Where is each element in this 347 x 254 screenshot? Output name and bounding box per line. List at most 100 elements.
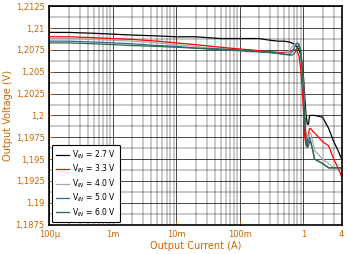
V$_{IN}$ = 2.7 V [276, 40, 280, 43]
V$_{IN}$ = 5.0 V [291, 47, 296, 51]
V$_{IN}$ = 2.7 V [289, 41, 294, 44]
V$_{IN}$ = 3.3 V [336, 166, 340, 169]
V$_{IN}$ = 3.3 V [294, 48, 298, 51]
V$_{IN}$ = 6.0 V [321, 162, 325, 165]
V$_{IN}$ = 4.0 V [300, 61, 304, 65]
V$_{IN}$ = 3.3 V [130, 38, 134, 41]
V$_{IN}$ = 4.0 V [306, 136, 311, 139]
V$_{IN}$ = 3.3 V [332, 157, 336, 161]
Line: V$_{IN}$ = 2.7 V: V$_{IN}$ = 2.7 V [50, 33, 342, 159]
V$_{IN}$ = 4.0 V [155, 41, 159, 44]
V$_{IN}$ = 3.3 V [300, 83, 304, 86]
V$_{IN}$ = 2.7 V [130, 34, 134, 37]
V$_{IN}$ = 4.0 V [289, 46, 294, 49]
V$_{IN}$ = 3.3 V [111, 37, 115, 40]
V$_{IN}$ = 3.3 V [313, 131, 317, 134]
Line: V$_{IN}$ = 6.0 V: V$_{IN}$ = 6.0 V [50, 43, 342, 168]
V$_{IN}$ = 2.7 V [111, 33, 115, 36]
V$_{IN}$ = 4.0 V [336, 166, 340, 169]
V$_{IN}$ = 5.0 V [219, 48, 223, 51]
V$_{IN}$ = 6.0 V [111, 43, 115, 46]
V$_{IN}$ = 5.0 V [298, 50, 303, 53]
V$_{IN}$ = 2.7 V [294, 44, 298, 47]
V$_{IN}$ = 3.3 V [92, 36, 96, 39]
V$_{IN}$ = 6.0 V [194, 47, 198, 50]
V$_{IN}$ = 6.0 V [67, 41, 71, 44]
V$_{IN}$ = 5.0 V [276, 52, 280, 55]
X-axis label: Output Current (A): Output Current (A) [150, 241, 241, 251]
V$_{IN}$ = 3.3 V [308, 127, 313, 130]
V$_{IN}$ = 2.7 V [175, 35, 179, 38]
V$_{IN}$ = 4.0 V [313, 149, 317, 152]
V$_{IN}$ = 5.0 V [155, 44, 159, 47]
V$_{IN}$ = 5.0 V [297, 42, 301, 45]
V$_{IN}$ = 3.3 V [257, 49, 261, 52]
V$_{IN}$ = 2.7 V [287, 40, 291, 43]
V$_{IN}$ = 2.7 V [268, 39, 272, 42]
V$_{IN}$ = 2.7 V [304, 114, 308, 117]
V$_{IN}$ = 4.0 V [332, 166, 336, 169]
V$_{IN}$ = 4.0 V [130, 40, 134, 43]
V$_{IN}$ = 6.0 V [307, 140, 312, 143]
V$_{IN}$ = 5.0 V [294, 44, 298, 47]
V$_{IN}$ = 4.0 V [301, 83, 305, 86]
V$_{IN}$ = 2.7 V [155, 34, 159, 37]
V$_{IN}$ = 6.0 V [327, 166, 331, 169]
V$_{IN}$ = 3.3 V [249, 48, 253, 51]
V$_{IN}$ = 3.3 V [307, 127, 312, 130]
V$_{IN}$ = 4.0 V [308, 131, 313, 134]
V$_{IN}$ = 5.0 V [303, 120, 307, 123]
V$_{IN}$ = 2.7 V [321, 116, 325, 119]
V$_{IN}$ = 6.0 V [304, 140, 308, 143]
V$_{IN}$ = 4.0 V [268, 51, 272, 54]
V$_{IN}$ = 3.3 V [297, 55, 301, 58]
V$_{IN}$ = 3.3 V [327, 145, 331, 148]
V$_{IN}$ = 6.0 V [257, 50, 261, 53]
V$_{IN}$ = 6.0 V [306, 145, 311, 148]
V$_{IN}$ = 5.0 V [304, 140, 308, 143]
V$_{IN}$ = 5.0 V [175, 45, 179, 48]
V$_{IN}$ = 2.7 V [308, 114, 313, 117]
V$_{IN}$ = 5.0 V [48, 40, 52, 43]
V$_{IN}$ = 4.0 V [238, 49, 242, 52]
V$_{IN}$ = 2.7 V [332, 140, 336, 143]
V$_{IN}$ = 5.0 V [287, 53, 291, 56]
V$_{IN}$ = 6.0 V [340, 166, 344, 169]
Line: V$_{IN}$ = 4.0 V: V$_{IN}$ = 4.0 V [50, 39, 342, 168]
V$_{IN}$ = 4.0 V [298, 48, 303, 51]
V$_{IN}$ = 6.0 V [313, 157, 317, 161]
Line: V$_{IN}$ = 5.0 V: V$_{IN}$ = 5.0 V [50, 41, 342, 168]
V$_{IN}$ = 5.0 V [289, 51, 294, 54]
V$_{IN}$ = 6.0 V [297, 44, 301, 47]
V$_{IN}$ = 4.0 V [257, 50, 261, 53]
V$_{IN}$ = 4.0 V [311, 140, 315, 143]
V$_{IN}$ = 5.0 V [92, 40, 96, 43]
V$_{IN}$ = 2.7 V [67, 31, 71, 34]
V$_{IN}$ = 5.0 V [307, 136, 312, 139]
V$_{IN}$ = 5.0 V [238, 49, 242, 52]
V$_{IN}$ = 6.0 V [92, 42, 96, 45]
V$_{IN}$ = 4.0 V [67, 37, 71, 40]
V$_{IN}$ = 5.0 V [327, 166, 331, 169]
V$_{IN}$ = 5.0 V [300, 66, 304, 69]
V$_{IN}$ = 5.0 V [313, 157, 317, 161]
V$_{IN}$ = 4.0 V [194, 45, 198, 48]
V$_{IN}$ = 5.0 V [305, 145, 310, 148]
V$_{IN}$ = 3.3 V [306, 131, 311, 134]
V$_{IN}$ = 3.3 V [295, 50, 299, 53]
V$_{IN}$ = 5.0 V [249, 50, 253, 53]
V$_{IN}$ = 3.3 V [287, 50, 291, 53]
V$_{IN}$ = 2.7 V [301, 75, 305, 78]
V$_{IN}$ = 4.0 V [340, 166, 344, 169]
V$_{IN}$ = 3.3 V [298, 66, 303, 69]
V$_{IN}$ = 4.0 V [287, 49, 291, 52]
V$_{IN}$ = 4.0 V [276, 52, 280, 55]
V$_{IN}$ = 6.0 V [219, 47, 223, 51]
V$_{IN}$ = 2.7 V [92, 32, 96, 35]
V$_{IN}$ = 4.0 V [92, 38, 96, 41]
V$_{IN}$ = 2.7 V [282, 40, 286, 43]
V$_{IN}$ = 2.7 V [327, 127, 331, 130]
V$_{IN}$ = 4.0 V [291, 44, 296, 47]
V$_{IN}$ = 6.0 V [298, 48, 303, 51]
V$_{IN}$ = 6.0 V [336, 166, 340, 169]
